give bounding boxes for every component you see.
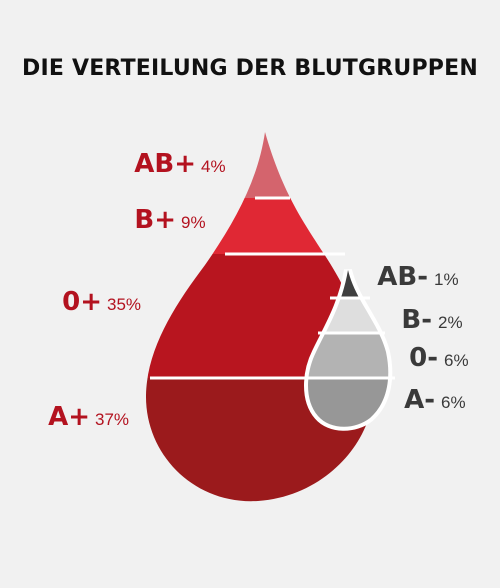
- value-ab-negative: 1%: [434, 270, 459, 289]
- chart-title: DIE VERTEILUNG DER BLUTGRUPPEN: [22, 56, 478, 81]
- band-separators: [150, 196, 395, 380]
- value-b-positive: 9%: [181, 213, 206, 232]
- label-0-negative: 0-: [409, 343, 438, 373]
- value-0-positive: 35%: [107, 295, 141, 314]
- value-a-positive: 37%: [95, 410, 129, 429]
- positive-labels: AB+ 4% B+ 9% 0+ 35% A+ 37%: [48, 149, 226, 432]
- value-b-negative: 2%: [438, 313, 463, 332]
- label-ab-positive: AB+: [134, 149, 196, 179]
- value-ab-positive: 4%: [201, 157, 226, 176]
- value-0-negative: 6%: [444, 351, 469, 370]
- label-a-negative: A-: [404, 385, 435, 415]
- label-ab-negative: AB-: [377, 262, 428, 292]
- negative-labels: AB- 1% B- 2% 0- 6% A- 6%: [377, 262, 468, 415]
- label-b-positive: B+: [134, 205, 176, 235]
- label-b-negative: B-: [401, 305, 432, 335]
- label-a-positive: A+: [48, 402, 90, 432]
- value-a-negative: 6%: [441, 393, 466, 412]
- label-0-positive: 0+: [62, 287, 102, 317]
